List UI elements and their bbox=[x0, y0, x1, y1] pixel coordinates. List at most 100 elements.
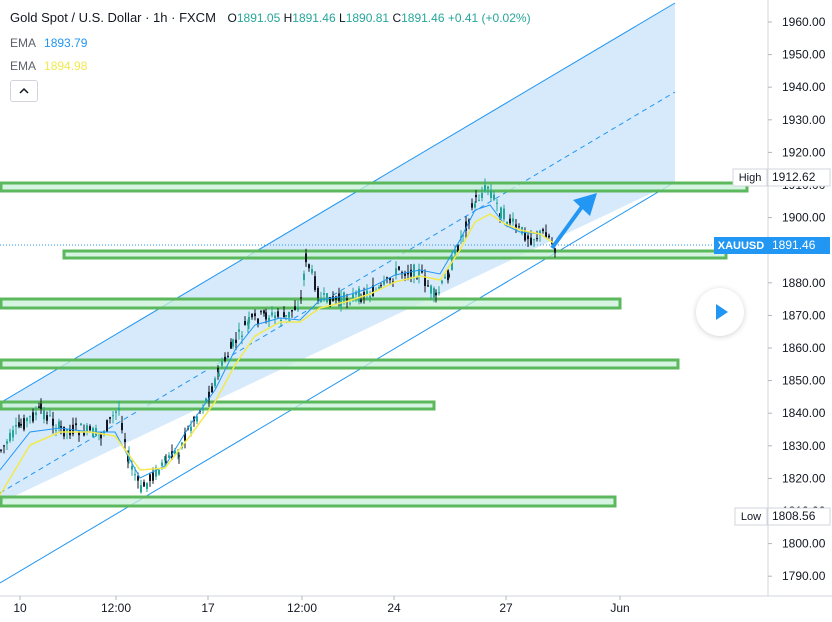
candle-body bbox=[416, 278, 418, 280]
high-label: H bbox=[283, 11, 293, 25]
candle-body bbox=[0, 449, 2, 451]
candle-body bbox=[314, 276, 316, 290]
candle-body bbox=[100, 434, 102, 439]
collapse-legend-button[interactable] bbox=[10, 80, 38, 102]
ema-name[interactable]: EMA bbox=[10, 59, 37, 73]
candle-body bbox=[89, 426, 91, 431]
zone-1842[interactable] bbox=[0, 400, 436, 411]
candle-body bbox=[227, 355, 229, 357]
candle-body bbox=[548, 235, 550, 238]
zone-1912[interactable] bbox=[0, 181, 749, 193]
current-price-value: 1891.46 bbox=[772, 238, 816, 252]
candle-body bbox=[274, 315, 276, 318]
candle-body bbox=[323, 293, 325, 295]
candle-body bbox=[433, 287, 435, 298]
candle-body bbox=[451, 257, 453, 271]
candle-body bbox=[410, 269, 412, 277]
candle-body bbox=[484, 185, 486, 191]
ema-name[interactable]: EMA bbox=[10, 36, 37, 50]
candle-body bbox=[389, 277, 391, 281]
time-axis-ticks[interactable]: 10 12:00 17 12:00 24 27 Jun bbox=[13, 596, 630, 615]
candle-body bbox=[118, 407, 120, 411]
candle-body bbox=[435, 292, 437, 296]
zone-1812[interactable] bbox=[0, 495, 617, 508]
candle-body bbox=[208, 391, 210, 400]
candle-body bbox=[398, 266, 400, 270]
candle-body bbox=[462, 234, 464, 237]
zone-1890[interactable] bbox=[62, 249, 728, 260]
candle-body bbox=[349, 303, 351, 305]
channel-upper-line[interactable] bbox=[0, 2, 676, 404]
price-scale[interactable] bbox=[768, 0, 832, 596]
time-tick-label: 12:00 bbox=[101, 601, 131, 615]
candle-body bbox=[454, 249, 456, 254]
candle-body bbox=[20, 423, 22, 426]
candle-body bbox=[380, 285, 382, 287]
high-value-legend: 1891.46 bbox=[292, 11, 336, 25]
candle-body bbox=[18, 422, 20, 427]
candle-body bbox=[109, 417, 111, 419]
candle-body bbox=[184, 432, 186, 441]
candle-body bbox=[465, 221, 467, 231]
candle-body bbox=[190, 426, 192, 431]
candle-body bbox=[372, 285, 374, 297]
symbol-title[interactable]: Gold Spot / U.S. Dollar · 1h · FXCM bbox=[10, 10, 216, 25]
candle-body bbox=[52, 418, 54, 426]
candle-body bbox=[178, 455, 180, 457]
candle-body bbox=[260, 311, 262, 313]
channel-lower-line[interactable] bbox=[0, 181, 676, 584]
candle-body bbox=[539, 230, 541, 235]
candle-body bbox=[112, 415, 114, 417]
time-tick-label: 17 bbox=[201, 601, 215, 615]
price-tick-label: 1880.00 bbox=[782, 276, 826, 290]
low-label: L bbox=[339, 11, 346, 25]
close-value: 1891.46 bbox=[401, 11, 445, 25]
time-tick-label: 27 bbox=[499, 601, 513, 615]
candle-body bbox=[251, 313, 253, 318]
price-tick-label: 1860.00 bbox=[782, 341, 826, 355]
candle-body bbox=[355, 292, 357, 295]
symbol-legend[interactable]: Gold Spot / U.S. Dollar · 1h · FXCM O189… bbox=[10, 10, 531, 25]
candle-body bbox=[161, 462, 163, 466]
candle-body bbox=[343, 292, 345, 303]
zone-1854[interactable] bbox=[0, 358, 680, 370]
candle-body bbox=[358, 288, 360, 302]
candle-body bbox=[490, 190, 492, 198]
candle-body bbox=[214, 378, 216, 387]
candle-body bbox=[131, 465, 133, 470]
price-tick-label: 1930.00 bbox=[782, 113, 826, 127]
zone-1873[interactable] bbox=[0, 297, 622, 310]
price-tick-label: 1900.00 bbox=[782, 211, 826, 225]
candle-body bbox=[124, 439, 126, 443]
candle-body bbox=[533, 239, 535, 241]
price-tick-label: 1870.00 bbox=[782, 308, 826, 322]
candle-body bbox=[137, 476, 139, 481]
candle-body bbox=[448, 274, 450, 278]
candle-body bbox=[164, 456, 166, 461]
ema-legend-2[interactable]: EMA 1894.98 bbox=[10, 59, 87, 73]
time-tick-label: 24 bbox=[387, 601, 401, 615]
ema-value: 1893.79 bbox=[44, 36, 88, 50]
candle-body bbox=[421, 270, 423, 273]
candle-body bbox=[326, 293, 328, 303]
candle-body bbox=[55, 430, 57, 432]
candle-body bbox=[317, 287, 319, 298]
candle-body bbox=[60, 426, 62, 429]
candle-body bbox=[232, 339, 234, 347]
projection-arrow[interactable] bbox=[550, 193, 597, 250]
candle-body bbox=[155, 467, 157, 477]
candle-body bbox=[378, 287, 380, 289]
candle-body bbox=[149, 474, 151, 481]
replay-play-button[interactable] bbox=[696, 288, 744, 336]
price-tick-label: 1820.00 bbox=[782, 471, 826, 485]
candle-body bbox=[407, 271, 409, 275]
time-tick-label: Jun bbox=[610, 601, 629, 615]
candle-body bbox=[340, 297, 342, 307]
channel-mid-line[interactable] bbox=[0, 91, 676, 494]
candle-body bbox=[218, 373, 220, 377]
low-marker: Low 1808.56 bbox=[734, 507, 831, 526]
candle-body bbox=[6, 441, 8, 444]
candle-body bbox=[512, 218, 514, 222]
ema-legend-1[interactable]: EMA 1893.79 bbox=[10, 36, 87, 50]
